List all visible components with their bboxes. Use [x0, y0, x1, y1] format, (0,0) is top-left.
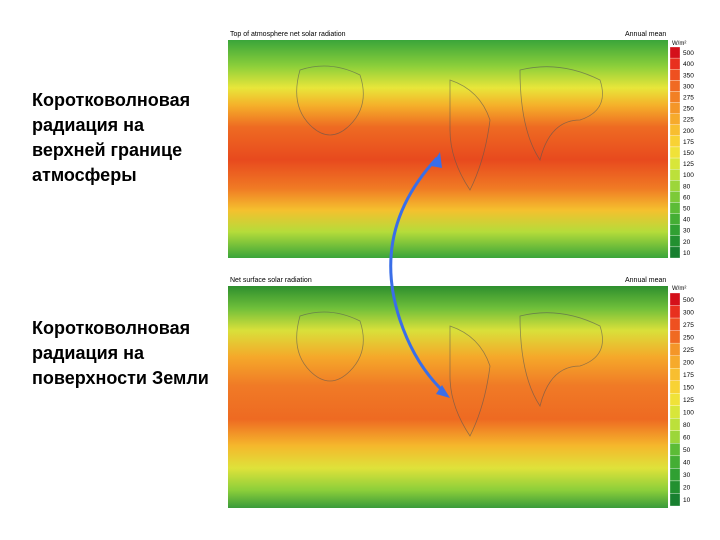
colorbar-label: 80 — [683, 422, 691, 429]
colorbar-cell — [669, 380, 681, 394]
colorbar-label: 300 — [683, 83, 694, 90]
colorbar-cell — [669, 57, 681, 70]
colorbar-label: 500 — [683, 50, 694, 57]
colorbar-label: 40 — [683, 460, 691, 467]
colorbar-label: 275 — [683, 322, 694, 329]
colorbar-label: 225 — [683, 347, 694, 354]
colorbar-cell — [669, 213, 681, 225]
colorbar-label: 20 — [683, 239, 691, 246]
map-toa — [228, 40, 668, 258]
colorbar-cell — [669, 292, 681, 306]
colorbar-label: 175 — [683, 372, 694, 379]
label-surface: Коротковолновая радиация на поверхности … — [32, 318, 209, 388]
colorbar-label: 10 — [683, 497, 691, 504]
colorbar-cell — [669, 102, 681, 114]
colorbar-cell — [669, 202, 681, 214]
arrow-head — [436, 385, 450, 398]
colorbar-label: 250 — [683, 106, 694, 113]
colorbar-cell — [669, 405, 681, 419]
colorbar-label: 150 — [683, 150, 694, 157]
label-toa: Коротковолновая радиация на верхней гран… — [32, 90, 191, 185]
map-title: Net surface solar radiation — [230, 277, 312, 284]
colorbar-label: 200 — [683, 359, 694, 366]
colorbar-cell — [669, 418, 681, 431]
colorbar-label: 125 — [683, 161, 694, 168]
colorbar-cell — [669, 224, 681, 236]
arrow-head — [431, 152, 442, 168]
colorbar-cell — [669, 393, 681, 406]
colorbar-label: 100 — [683, 172, 694, 179]
colorbar-label: 80 — [683, 183, 691, 190]
colorbar-cell — [669, 113, 681, 125]
colorbar-label: 275 — [683, 94, 694, 101]
colorbar-label: 20 — [683, 485, 691, 492]
map-subtitle: Annual mean — [625, 277, 666, 284]
colorbar-label: 40 — [683, 217, 691, 224]
colorbar-label: 50 — [683, 447, 691, 454]
colorbar-cell — [669, 46, 681, 59]
colorbar-cell — [669, 468, 681, 482]
colorbar-cell — [669, 317, 681, 331]
colorbar-cell — [669, 246, 681, 259]
continents — [296, 65, 603, 437]
colorbar-cell — [669, 368, 681, 381]
colorbar-cell — [669, 430, 681, 444]
colorbar-label: 150 — [683, 384, 694, 391]
colorbar-label: 350 — [683, 72, 694, 79]
colorbar-cell — [669, 180, 681, 192]
colorbar-label: 225 — [683, 117, 694, 124]
colorbar-label: 60 — [683, 435, 691, 442]
colorbar-cell — [669, 80, 681, 92]
colorbar-cell — [669, 330, 681, 344]
map-title: Top of atmosphere net solar radiation — [230, 31, 346, 38]
colorbar-label: 500 — [683, 297, 694, 304]
colorbar-label: 50 — [683, 206, 691, 213]
colorbar-cell — [669, 443, 681, 457]
colorbar-cell — [669, 480, 681, 494]
colorbar-cell — [669, 355, 681, 369]
colorbar-cell — [669, 169, 681, 181]
colorbar-cell — [669, 146, 681, 159]
colorbar-label: 30 — [683, 472, 691, 479]
colorbar-label: 60 — [683, 194, 691, 201]
colorbar-cell — [669, 493, 681, 507]
colorbar-label: 175 — [683, 139, 694, 146]
colorbar-cell — [669, 91, 681, 103]
colorbar-label: 30 — [683, 228, 691, 235]
unit: W/m² — [672, 41, 686, 47]
colorbar-cell — [669, 157, 681, 170]
colorbar-cell — [669, 305, 681, 319]
colorbar-cell — [669, 235, 681, 248]
map-subtitle: Annual mean — [625, 31, 666, 38]
colorbar-label: 10 — [683, 250, 691, 257]
colorbar-label: 250 — [683, 334, 694, 341]
unit: W/m² — [672, 286, 686, 292]
arrow — [389, 156, 447, 395]
colorbar-label: 100 — [683, 410, 694, 417]
colorbar-label: 300 — [683, 309, 694, 316]
colorbar-label: 200 — [683, 128, 694, 135]
colorbar-label: 125 — [683, 397, 694, 404]
colorbar-cell — [669, 342, 681, 356]
colorbar-cell — [669, 191, 681, 203]
colorbar-label: 400 — [683, 61, 694, 68]
colorbar-cell — [669, 455, 681, 469]
colorbar-cell — [669, 69, 681, 81]
colorbar-cell — [669, 135, 681, 148]
colorbar-cell — [669, 124, 681, 136]
